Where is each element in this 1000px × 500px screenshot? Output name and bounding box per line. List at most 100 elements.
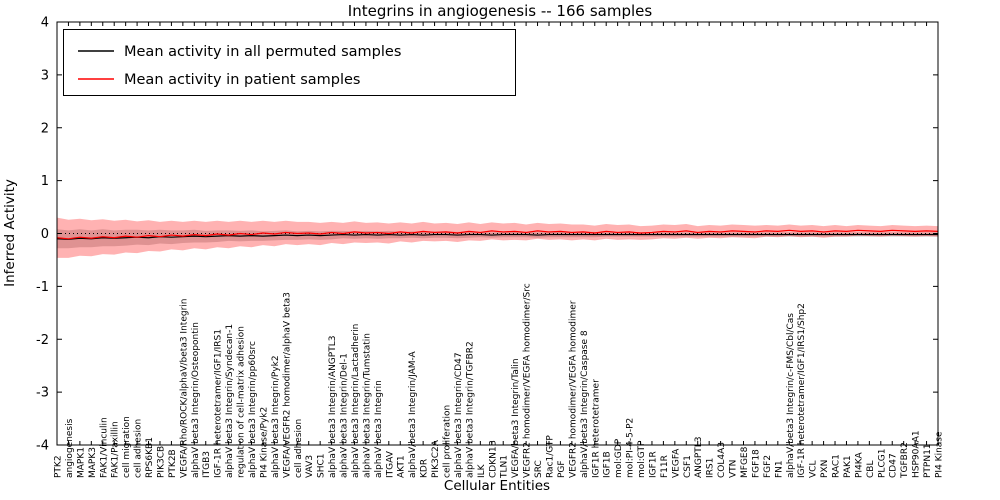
- x-tick-label: VAV3: [305, 455, 315, 478]
- x-tick-label: CD47: [889, 453, 899, 478]
- x-tick-label: PAK1: [843, 455, 853, 478]
- x-tick-label: KDR: [420, 459, 430, 478]
- x-tick-label: ILK: [477, 463, 487, 478]
- x-tick-label: PIK3CB: [156, 446, 166, 478]
- x-tick-label: regulation of cell-matrix adhesion: [237, 326, 247, 478]
- x-tick-label: alphaV/beta3 Integrin/Caspase 8: [580, 330, 590, 478]
- x-tick-label: RPS6KB1: [145, 437, 155, 478]
- x-tick-label: mol:GTP: [637, 440, 647, 478]
- x-tick-label: VCL: [809, 461, 819, 478]
- x-tick-label: PGF: [557, 460, 567, 478]
- x-tick-label: VEGFA/Rho/ROCK/alphaV/beta3 Integrin: [179, 299, 189, 478]
- x-tick-label: FGF2: [763, 455, 773, 478]
- y-axis-label: Inferred Activity: [2, 179, 18, 287]
- x-tick-label: CBL: [866, 461, 876, 478]
- x-tick-label: alphaV beta3 Integrin/Osteopontin: [191, 322, 201, 478]
- series-line-0: [56, 233, 938, 240]
- x-tick-label: PI4 Kinase/Pyk2: [259, 407, 269, 478]
- x-tick-label: PLCG1: [877, 449, 887, 478]
- x-tick-label: cell proliferation: [443, 405, 453, 478]
- x-tick-label: VEGFR2 homodimer/VEGFA homodimer/Src: [523, 283, 533, 478]
- y-tick-label: -2: [36, 333, 49, 348]
- x-tick-label: IRS1: [706, 458, 716, 478]
- x-tick-label: VEGFA/beta3 Integrin/Talin: [511, 358, 521, 478]
- x-tick-label: IGF-1R heterotetramer/IGF1/IRS1: [214, 329, 224, 478]
- x-tick-label: alphaV beta3 Integrin/Pyk2: [271, 355, 281, 478]
- x-tick-label: AKT1: [397, 455, 407, 478]
- x-tick-label: mol:PI-4-5-P2: [626, 418, 636, 478]
- x-tick-label: MFGE8: [740, 446, 750, 478]
- legend-label-patient: Mean activity in patient samples: [124, 72, 360, 88]
- x-tick-label: alphaV beta3 Integrin/Tumstatin: [362, 333, 372, 478]
- x-tick-label: MAPK1: [76, 447, 86, 478]
- x-tick-label: PTK2B: [168, 449, 178, 478]
- x-tick-label: HSP90AA1: [912, 430, 922, 478]
- y-tick-label: 0: [41, 227, 49, 242]
- x-tick-label: CSF1: [683, 455, 693, 478]
- x-tick-label: IGF-1R heterotetramer/IGF1/IRS1/Shp2: [797, 303, 807, 478]
- y-tick-label: 3: [41, 68, 49, 83]
- x-tick-label: alphaV beta3 Integrin/Del-1: [340, 353, 350, 478]
- x-tick-label: VTN: [729, 460, 739, 478]
- x-tick-label: alphaV beta3 Integrin/Lactadherin: [351, 324, 361, 478]
- x-tick-label: Rac1/GTP: [545, 435, 555, 478]
- x-tick-label: IGF1R heterotetramer: [591, 379, 601, 478]
- y-tick-label: -1: [36, 280, 49, 295]
- x-tick-label: PTPN11: [923, 443, 933, 478]
- x-tick-label: CDKN1B: [488, 440, 498, 478]
- x-tick-label: TGFBR2: [900, 442, 910, 479]
- chart-title: Integrins in angiogenesis -- 166 samples: [348, 2, 653, 20]
- x-tick-label: alphaV beta3 Integrin/pp60src: [248, 341, 258, 478]
- x-tick-label: alphaV beta3 Integrin/Syndecan-1: [225, 324, 235, 478]
- x-tick-label: cell adhesion: [134, 419, 144, 478]
- series-band-1: [57, 217, 938, 258]
- x-tick-label: MAPK3: [88, 447, 98, 478]
- x-tick-label: alphaV beta3 Integrin/TGFBR2: [465, 341, 475, 478]
- x-tick-label: SHC1: [317, 454, 327, 479]
- x-tick-label: PI4KA: [854, 451, 864, 478]
- y-tick-label: 1: [41, 174, 49, 189]
- y-tick-label: -4: [36, 439, 49, 454]
- x-tick-label: cell migration: [122, 416, 132, 478]
- y-tick-label: -3: [36, 386, 49, 401]
- x-tick-label: PTK2: [54, 455, 64, 478]
- series-line-1: [56, 229, 939, 240]
- x-tick-label: FAK1/Vinculin: [99, 417, 109, 478]
- x-tick-label: angiogenesis: [65, 418, 75, 478]
- x-tick-label: alphaV beta3 Integrin: [374, 380, 384, 478]
- x-tick-label: FAK1/Paxillin: [111, 421, 121, 478]
- x-tick-label: VEGFA: [671, 448, 681, 478]
- x-tick-label: FGF18: [751, 449, 761, 478]
- x-tick-label: PI4 Kinase: [935, 431, 945, 478]
- x-tick-label: SRC: [534, 460, 544, 478]
- x-tick-label: ITGAV: [385, 450, 395, 478]
- x-tick-label: PXN: [820, 460, 830, 478]
- x-tick-label: COL4A3: [717, 442, 727, 478]
- y-tick-label: 2: [41, 121, 49, 136]
- x-tick-label: VEGFA/VEGFR2 homodimer/alphaV beta3: [282, 292, 292, 478]
- y-tick-label: 4: [41, 16, 49, 31]
- x-tick-label: mol:GDP: [614, 438, 624, 478]
- x-tick-label: ANGPTL3: [694, 436, 704, 478]
- x-axis-label: Cellular Entities: [444, 478, 550, 494]
- x-tick-label: alphaV/beta3 Integrin/c-FMS/Cbl/Cas: [786, 313, 796, 478]
- legend-box: [63, 29, 516, 96]
- x-tick-label: ITGB3: [202, 451, 212, 478]
- legend: Mean activity in all permuted samples Me…: [63, 29, 516, 96]
- legend-label-permuted: Mean activity in all permuted samples: [124, 44, 401, 60]
- x-tick-label: alphaV beta3 Integrin/CD47: [454, 352, 464, 478]
- x-tick-label: VEGFR2 homodimer/VEGFA homodimer: [568, 300, 578, 478]
- x-tick-label: cell adhesion: [294, 419, 304, 478]
- x-tick-label: F11R: [660, 455, 670, 478]
- x-tick-label: TLN1: [500, 455, 510, 479]
- x-tick-label: alphaV beta3 Integrin/ANGPTL3: [328, 336, 338, 478]
- x-tick-label: IGF1B: [603, 451, 613, 478]
- x-tick-label: FN1: [774, 460, 784, 478]
- x-tick-label: RAC1: [832, 454, 842, 478]
- x-tick-label: alphaV/beta3 Integrin/JAM-A: [408, 350, 418, 478]
- x-tick-label: PIK3C2A: [431, 439, 441, 478]
- x-tick-label: IGF1R: [648, 451, 658, 478]
